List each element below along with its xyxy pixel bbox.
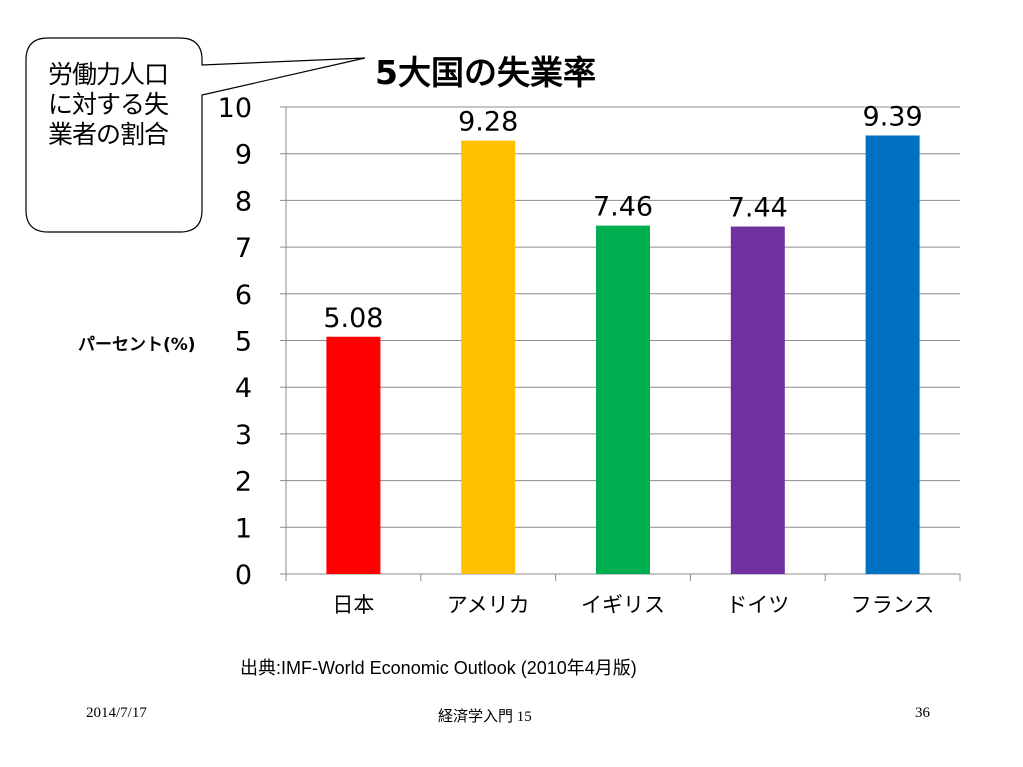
callout-bubble: [25, 37, 366, 233]
y-axis-label: パーセント(%): [78, 335, 196, 355]
data-label: 5.08: [323, 303, 383, 334]
bar-1: [326, 336, 381, 574]
x-tick-label: アメリカ: [447, 593, 530, 617]
y-tick-label: 6: [235, 280, 252, 311]
y-tick-label: 10: [218, 93, 252, 124]
footer-page-number: 36: [915, 705, 930, 721]
bar-4: [730, 226, 785, 574]
y-tick-label: 2: [235, 467, 252, 498]
chart-title: 5大国の失業率: [375, 53, 596, 92]
y-tick-label: 3: [235, 420, 252, 451]
y-tick-label: 9: [235, 140, 252, 171]
x-tick-label: 日本: [332, 593, 374, 617]
y-tick-label: 0: [235, 560, 252, 591]
bar-5: [865, 135, 920, 574]
source-note: 出典:IMF-World Economic Outlook (2010年4月版): [240, 658, 637, 678]
y-tick-label: 5: [235, 327, 252, 358]
x-tick-label: イギリス: [581, 593, 665, 617]
bar-3: [596, 225, 650, 575]
footer-date: 2014/7/17: [86, 705, 147, 721]
y-tick-label: 4: [235, 373, 252, 404]
data-label: 9.39: [863, 101, 923, 132]
footer-course: 経済学入門 15: [438, 709, 532, 725]
data-label: 7.44: [728, 193, 788, 224]
x-tick-label: ドイツ: [726, 593, 789, 617]
y-tick-label: 7: [235, 233, 252, 264]
x-tick-label: フランス: [851, 593, 935, 617]
y-tick-label: 8: [235, 186, 252, 217]
callout-text: 労働力人口に対する失業者の割合: [48, 60, 169, 149]
y-tick-label: 1: [235, 513, 252, 544]
data-label: 7.46: [593, 192, 653, 223]
bar-2: [461, 140, 516, 574]
data-label: 9.28: [458, 107, 518, 138]
